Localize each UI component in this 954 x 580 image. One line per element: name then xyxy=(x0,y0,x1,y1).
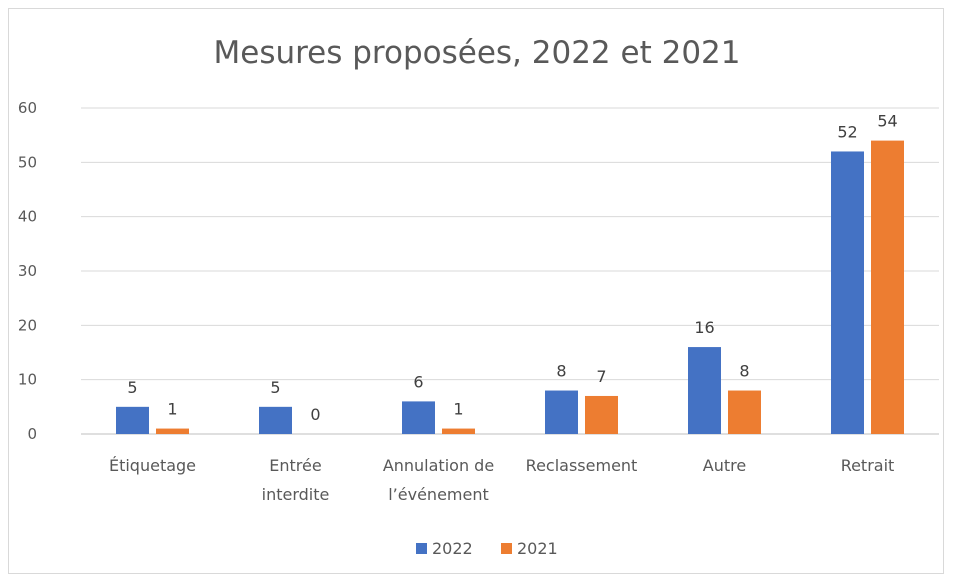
bar-2021-3 xyxy=(585,395,618,434)
legend: 2022 2021 xyxy=(416,539,558,558)
chart-title: Mesures proposées, 2022 et 2021 xyxy=(214,35,741,71)
legend-swatch-2021 xyxy=(501,543,512,554)
gridlines xyxy=(81,107,939,435)
data-label: 5 xyxy=(127,378,137,397)
category-label: Entrée interdite xyxy=(262,456,330,504)
data-label: 8 xyxy=(739,362,749,381)
bar-2022-2 xyxy=(402,401,435,434)
legend-swatch-2022 xyxy=(416,543,427,554)
chart-container: Mesures proposées, 2022 et 2021 0 10 20 30 4… xyxy=(8,8,944,574)
data-label: 1 xyxy=(167,400,177,419)
y-tick-label: 10 xyxy=(18,371,37,389)
bar-2021-2 xyxy=(442,428,475,434)
category-label: Annulation de l’événement xyxy=(383,456,494,504)
bar-chart: Mesures proposées, 2022 et 2021 01020304… xyxy=(18,35,939,558)
bars xyxy=(116,140,904,434)
data-label: 8 xyxy=(556,362,566,381)
data-label: 6 xyxy=(413,372,423,391)
data-label: 1 xyxy=(453,400,463,419)
y-tick-label: 0 xyxy=(27,425,37,443)
bar-2022-1 xyxy=(259,406,292,434)
legend-label: 2021 xyxy=(517,539,558,558)
y-tick-label: 50 xyxy=(18,153,37,171)
y-tick-label: 60 xyxy=(18,99,37,117)
bar-2021-5 xyxy=(871,140,904,434)
category-label: Étiquetage xyxy=(109,456,196,475)
category-label: Reclassement xyxy=(526,456,638,475)
y-tick-label: 40 xyxy=(18,208,37,226)
data-label: 16 xyxy=(694,318,714,337)
bar-2022-0 xyxy=(116,406,149,434)
bar-2021-4 xyxy=(728,390,761,434)
bar-2022-4 xyxy=(688,347,721,434)
bar-2022-3 xyxy=(545,390,578,434)
data-label: 7 xyxy=(596,367,606,386)
data-labels: 5 1 5 0 6 1 8 7 16 8 52 54 xyxy=(127,112,897,424)
legend-label: 2022 xyxy=(432,539,473,558)
bar-2022-5 xyxy=(831,151,864,434)
y-axis-ticks: 0 10 20 30 40 50 60 xyxy=(18,99,37,443)
category-label: Retrait xyxy=(841,456,895,475)
y-tick-label: 20 xyxy=(18,316,37,334)
x-axis-categories: Étiquetage Entrée interdite Annulation de l’… xyxy=(109,456,894,504)
data-label: 0 xyxy=(310,405,320,424)
data-label: 54 xyxy=(877,112,897,131)
y-tick-label: 30 xyxy=(18,262,37,280)
bar-2021-0 xyxy=(156,428,189,434)
data-label: 5 xyxy=(270,378,280,397)
data-label: 52 xyxy=(837,122,857,141)
category-label: Autre xyxy=(703,456,746,475)
